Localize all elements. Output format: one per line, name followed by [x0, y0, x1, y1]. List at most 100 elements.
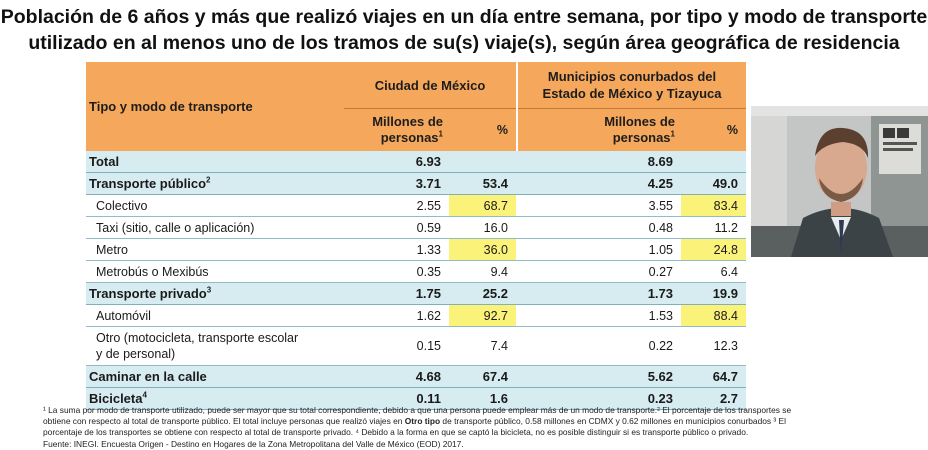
row-label: Colectivo: [86, 194, 344, 217]
row-label-line-2: y de personal): [96, 347, 176, 361]
header-mun-millones: Millones de personas1: [518, 108, 681, 151]
cdmx-millones: 1.33: [344, 238, 449, 261]
mun-pct: [681, 151, 747, 173]
cdmx-pct: 9.4: [449, 260, 516, 283]
mun-millones: 8.69: [518, 151, 681, 173]
header-gap: [516, 62, 518, 151]
row-label: Automóvil: [86, 304, 344, 327]
header-municipios-conurbados: Municipios conurbados del Estado de Méxi…: [518, 62, 747, 109]
mun-millones: 0.48: [518, 216, 681, 239]
cdmx-millones: 1.75: [344, 282, 449, 305]
mun-pct: 64.7: [681, 365, 747, 388]
row-label: Metro: [86, 238, 344, 261]
slide-title-line-2: utilizado en al menos uno de los tramos …: [28, 32, 900, 54]
mun-pct: 2.7: [681, 387, 747, 410]
table-row-taxi: Taxi (sitio, calle o aplicación) 0.59 16…: [86, 216, 747, 239]
cdmx-millones: 2.55: [344, 194, 449, 217]
table-row-colectivo: Colectivo 2.55 68.7 3.55 83.4: [86, 194, 747, 217]
row-label: Transporte privado3: [86, 282, 344, 305]
mun-millones: 0.23: [518, 387, 681, 410]
footnote-ref-1: 1: [670, 129, 675, 139]
slide-title: Población de 6 años y más que realizó vi…: [0, 4, 928, 56]
gap-cell: [516, 238, 518, 261]
table-row-otro: Otro (motocicleta, transporte escolar y d…: [86, 326, 747, 366]
row-label: Taxi (sitio, calle o aplicación): [86, 216, 344, 239]
footnote-source: Fuente: INEGI. Encuesta Origen - Destino…: [43, 438, 464, 449]
mun-millones: 1.05: [518, 238, 681, 261]
row-label: Metrobús o Mexibús: [86, 260, 344, 283]
gap-cell: [516, 365, 518, 388]
mun-millones: 5.62: [518, 365, 681, 388]
gap-cell: [516, 326, 518, 366]
mun-millones: 3.55: [518, 194, 681, 217]
row-label: Total: [86, 151, 344, 173]
row-label-line-1: Otro (motocicleta, transporte escolar: [96, 331, 299, 345]
mun-millones: 1.53: [518, 304, 681, 327]
cdmx-pct: 67.4: [449, 365, 516, 388]
header-millones-line-2: personas: [380, 130, 439, 145]
footnote-line-3: porcentaje de los transportes se obtiene…: [43, 427, 749, 438]
gap-cell: [516, 172, 518, 195]
footnote-line-2-a: obtiene con respecto al total de transpo…: [43, 416, 405, 427]
mun-millones: 4.25: [518, 172, 681, 195]
row-label: Otro (motocicleta, transporte escolar y d…: [86, 326, 344, 366]
row-label-text: Transporte público: [89, 176, 207, 191]
mun-pct-highlighted: 88.4: [681, 304, 747, 327]
cdmx-pct-highlighted: 36.0: [449, 238, 516, 261]
mun-pct: 19.9: [681, 282, 747, 305]
presenter-image: [751, 106, 928, 257]
header-millones-line-2: personas: [612, 130, 671, 145]
header-mun-pct: %: [681, 108, 747, 151]
gap-cell: [516, 387, 518, 410]
cdmx-millones: 0.59: [344, 216, 449, 239]
cdmx-pct: 16.0: [449, 216, 516, 239]
gap-cell: [516, 304, 518, 327]
table-row-transporte-privado: Transporte privado3 1.75 25.2 1.73 19.9: [86, 282, 747, 305]
footnote-line-1: ¹ La suma por modo de transporte utiliza…: [43, 405, 792, 415]
header-municipios-line-1: Municipios conurbados del: [547, 69, 717, 84]
table-row-caminar: Caminar en la calle 4.68 67.4 5.62 64.7: [86, 365, 747, 388]
mun-pct-highlighted: 24.8: [681, 238, 747, 261]
table-row-transporte-publico: Transporte público2 3.71 53.4 4.25 49.0: [86, 172, 747, 195]
footnote-line-2: obtiene con respecto al total de transpo…: [43, 416, 923, 427]
header-millones-line-1: Millones de: [372, 114, 443, 129]
mun-millones: 0.22: [518, 326, 681, 366]
table-row-total: Total 6.93 8.69: [86, 151, 747, 173]
cdmx-millones: 1.62: [344, 304, 449, 327]
gap-cell: [516, 216, 518, 239]
table-row-bicicleta: Bicicleta4 0.11 1.6 0.23 2.7: [86, 387, 747, 410]
cdmx-pct: 7.4: [449, 326, 516, 366]
footnote-line-2-bold: Otro tipo: [404, 416, 441, 427]
table-row-metrobus: Metrobús o Mexibús 0.35 9.4 0.27 6.4: [86, 260, 747, 283]
cdmx-millones: 3.71: [344, 172, 449, 195]
row-label-text: Bicicleta: [89, 391, 143, 406]
cdmx-millones: 0.15: [344, 326, 449, 366]
cdmx-pct: 25.2: [449, 282, 516, 305]
footnote-ref-1: 1: [438, 129, 443, 139]
header-tipo-modo: Tipo y modo de transporte: [86, 62, 344, 151]
table-row-automovil: Automóvil 1.62 92.7 1.53 88.4: [86, 304, 747, 327]
header-ciudad-de-mexico: Ciudad de México: [344, 62, 516, 109]
footnote-ref-2: 2: [206, 175, 211, 185]
footnote-line-2-c: de transporte público, 0.58 millones en …: [440, 416, 786, 427]
gap-cell: [516, 194, 518, 217]
gap-cell: [516, 151, 518, 173]
mun-pct-highlighted: 83.4: [681, 194, 747, 217]
presenter-video-feed: [751, 106, 928, 257]
gap-cell: [516, 260, 518, 283]
mun-millones: 1.73: [518, 282, 681, 305]
header-millones-line-1: Millones de: [604, 114, 675, 129]
mun-millones: 0.27: [518, 260, 681, 283]
cdmx-millones: 0.11: [344, 387, 449, 410]
slide-title-line-1: Población de 6 años y más que realizó vi…: [0, 6, 928, 28]
row-label: Transporte público2: [86, 172, 344, 195]
header-cdmx-millones: Millones de personas1: [344, 108, 449, 151]
cdmx-pct-highlighted: 68.7: [449, 194, 516, 217]
footnote-ref-4: 4: [142, 390, 147, 400]
transport-table: Tipo y modo de transporte Ciudad de Méxi…: [86, 62, 747, 410]
mun-pct: 6.4: [681, 260, 747, 283]
row-label: Bicicleta4: [86, 387, 344, 410]
cdmx-pct: 1.6: [449, 387, 516, 410]
table-row-metro: Metro 1.33 36.0 1.05 24.8: [86, 238, 747, 261]
row-label-text: Transporte privado: [89, 286, 207, 301]
